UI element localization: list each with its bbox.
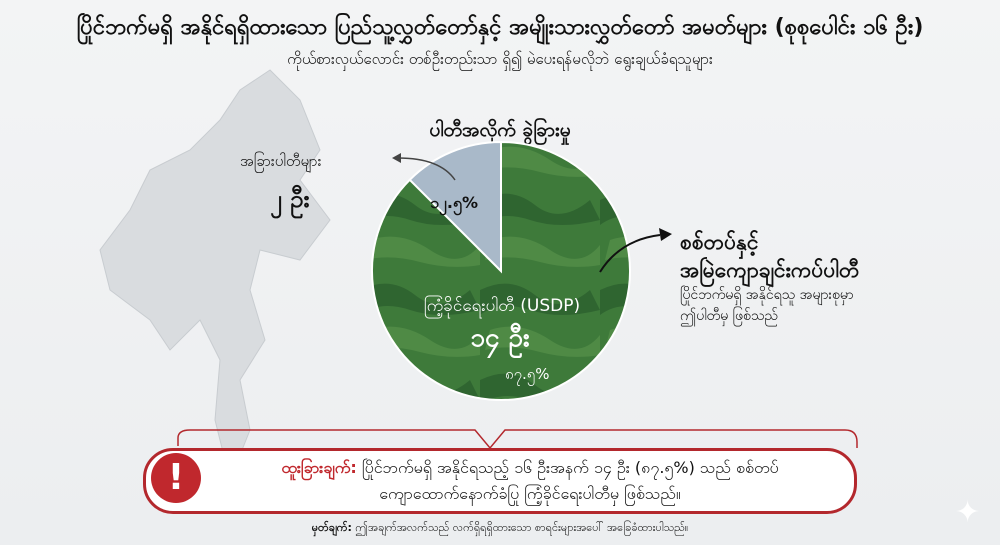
page-subtitle: ကိုယ်စားလှယ်လောင်း တစ်ဦးတည်းသာ ရှိ၍ မဲပေ…: [287, 50, 713, 68]
others-arrow: [397, 157, 456, 181]
others-arrow-head: [392, 153, 401, 163]
page-title: ပြိုင်ဘက်မရှိ အနိုင်ရရှိထားသော ပြည်သူ့လွ…: [76, 15, 924, 40]
usdp-percent: ၈၇.၅%: [505, 365, 550, 383]
callout-text: ထူးခြားချက်: ပြိုင်ဘက်မရှိ အနိုင်ရသည့် ၁…: [210, 455, 850, 507]
usdp-label: ကြံ့ခိုင်ရေးပါတီ (USDP): [423, 296, 581, 316]
annotation-title: စစ်တပ်နှင့် အမြဲကျောချင်းကပ်ပါတီ: [680, 228, 859, 284]
annotation-description: ပြိုင်ဘက်မရှိ အနိုင်ရသူ အများစုမှာ ဤပါတီ…: [680, 285, 940, 327]
annotation-desc-line2: ဤပါတီမှ ဖြစ်သည်: [680, 308, 778, 324]
others-label: အခြားပါတီများ: [240, 152, 322, 170]
others-percent: ၁၂.၅%: [430, 193, 478, 212]
callout-line2: ကျောထောက်နောက်ခံပြု ကြံ့ခိုင်ရေးပါတီမှ ဖ…: [379, 484, 681, 503]
pie-slice-others: [408, 140, 502, 274]
chart-title: ပါတီအလိုက် ခွဲခြားမှု: [429, 119, 571, 141]
others-count: ၂ ဦး: [270, 185, 310, 213]
annotation-arrow: [599, 234, 661, 273]
myanmar-map-silhouette: [99, 69, 331, 482]
callout-label: ထူးခြားချက်:: [281, 458, 357, 477]
footer-note: မှတ်ချက်: ဤအချက်အလက်သည် လက်ရှိရရှိထားသော…: [0, 521, 1000, 537]
callout-bracket: [177, 429, 858, 450]
annotation-title-line1: စစ်တပ်နှင့်: [680, 230, 759, 254]
sparkle-icon: ✦: [955, 495, 981, 530]
annotation-desc-line1: ပြိုင်ဘက်မရှိ အနိုင်ရသူ အများစုမှာ: [680, 287, 854, 303]
annotation-title-line2: အမြဲကျောချင်းကပ်ပါတီ: [680, 258, 860, 282]
usdp-count: ၁၄ ဦး: [470, 323, 530, 353]
note-label: မှတ်ချက်:: [311, 521, 352, 534]
annotation-arrow-head: [659, 228, 672, 241]
exclamation-icon: !: [151, 453, 201, 503]
note-text: ဤအချက်အလက်သည် လက်ရှိရရှိထားသော စာရင်းမျာ…: [351, 521, 689, 534]
callout-box: [143, 448, 857, 514]
callout-line1: ပြိုင်ဘက်မရှိ အနိုင်ရသည့် ၁၆ ဦးအနက် ၁၄ ဦ…: [356, 458, 779, 477]
